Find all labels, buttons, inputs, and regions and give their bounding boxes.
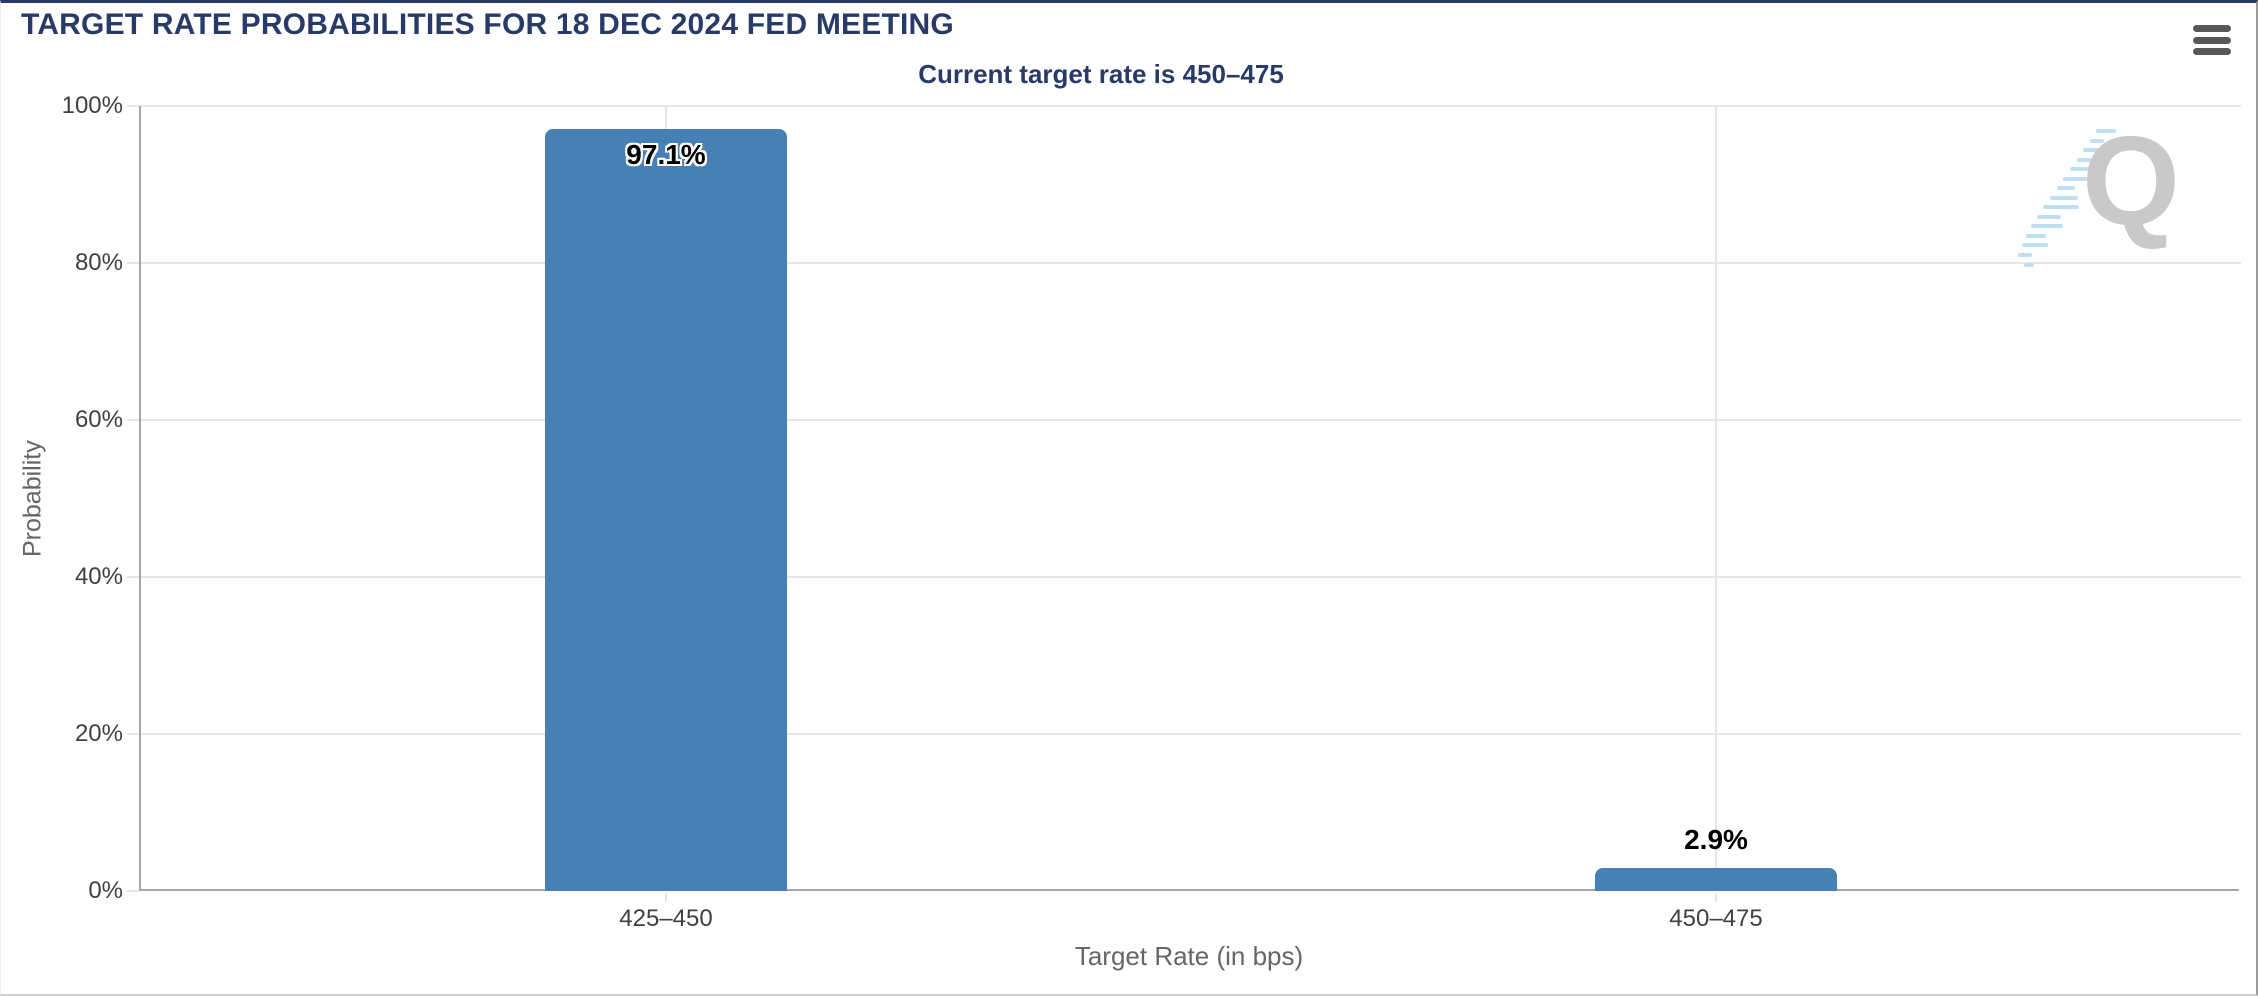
probability-bar[interactable] bbox=[1595, 868, 1837, 891]
y-tick-label: 80% bbox=[74, 249, 123, 276]
y-tick-mark bbox=[127, 576, 139, 578]
y-gridline bbox=[141, 105, 2241, 107]
y-tick-mark bbox=[127, 890, 139, 892]
watermark-swoosh-icon bbox=[2018, 129, 2116, 267]
x-axis-title: Target Rate (in bps) bbox=[1074, 941, 1304, 971]
x-tick-label: 450–475 bbox=[1669, 905, 1763, 932]
y-gridline bbox=[141, 262, 2241, 264]
y-tick-mark bbox=[127, 105, 139, 107]
hamburger-icon bbox=[2193, 48, 2231, 55]
hamburger-menu-button[interactable] bbox=[2192, 24, 2232, 56]
x-tick-label: 425–450 bbox=[619, 905, 713, 932]
bar-value-label: 97.1% bbox=[626, 138, 706, 170]
x-tick-mark bbox=[1715, 893, 1717, 902]
y-tick-label: 20% bbox=[74, 720, 123, 747]
chart-subtitle: Current target rate is 450–475 bbox=[918, 59, 1284, 89]
hamburger-icon bbox=[2193, 36, 2231, 44]
hamburger-icon bbox=[2193, 25, 2231, 32]
y-gridline bbox=[141, 733, 2241, 735]
y-gridline bbox=[141, 419, 2241, 421]
probability-bar[interactable] bbox=[545, 128, 787, 891]
bar-value-label: 2.9% bbox=[1684, 824, 1748, 856]
quikstrike-watermark: Q bbox=[2016, 110, 2212, 291]
y-tick-mark bbox=[127, 262, 139, 264]
y-tick-label: 0% bbox=[88, 877, 123, 904]
y-axis-title: Probability bbox=[18, 440, 47, 557]
y-gridline bbox=[141, 576, 2241, 578]
y-tick-mark bbox=[127, 419, 139, 421]
y-tick-label: 100% bbox=[61, 92, 123, 119]
x-tick-mark bbox=[665, 893, 667, 902]
y-tick-label: 60% bbox=[74, 406, 123, 433]
category-gridline bbox=[1715, 106, 1717, 891]
quikstrike-q-logo: Q bbox=[2082, 110, 2181, 251]
plot-area: 0% 20% 40% 60% 80% 100% 97.1% 425–450 2.9% 450–47… bbox=[62, 92, 2241, 932]
chart-title: TARGET RATE PROBABILITIES FOR 18 DEC 202… bbox=[21, 8, 954, 41]
y-tick-label: 40% bbox=[74, 563, 123, 590]
y-tick-mark bbox=[127, 733, 139, 735]
